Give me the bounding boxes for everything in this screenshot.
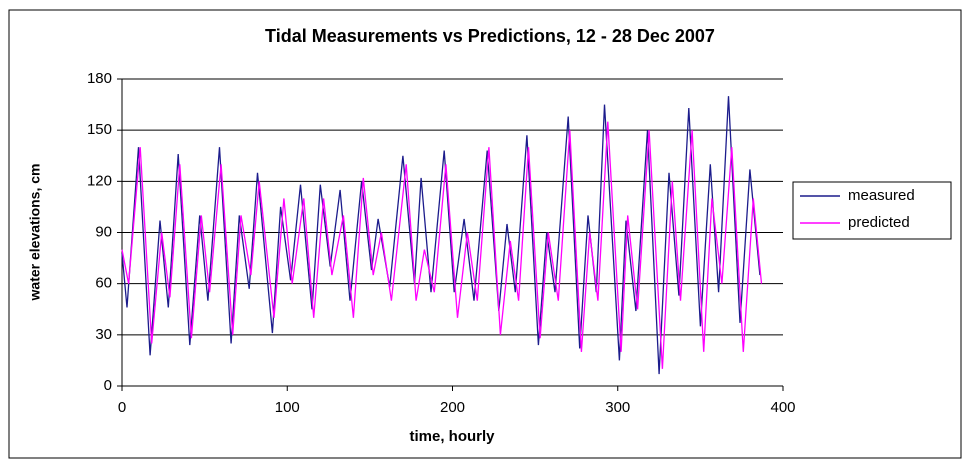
y-tick-label: 120 — [87, 172, 112, 189]
x-tick-label: 300 — [605, 399, 630, 416]
legend-label: measured — [848, 187, 915, 204]
legend-box — [792, 181, 952, 240]
x-tick-label: 100 — [275, 399, 300, 416]
y-axis-label: water elevations, cm — [27, 164, 43, 302]
series-line — [121, 121, 763, 369]
x-tick-label: 400 — [770, 399, 795, 416]
y-tick-label: 60 — [95, 275, 112, 292]
x-tick-label: 0 — [118, 399, 126, 416]
x-axis-label: time, hourly — [409, 428, 495, 445]
series-line — [121, 96, 761, 375]
y-tick-label: 150 — [87, 121, 112, 138]
y-tick-label: 90 — [95, 223, 112, 240]
x-tick-label: 200 — [440, 399, 465, 416]
y-tick-label: 180 — [87, 70, 112, 87]
legend-label: predicted — [848, 214, 910, 231]
y-tick-label: 0 — [104, 377, 112, 394]
y-tick-label: 30 — [95, 326, 112, 343]
chart-title: Tidal Measurements vs Predictions, 12 - … — [265, 26, 715, 46]
